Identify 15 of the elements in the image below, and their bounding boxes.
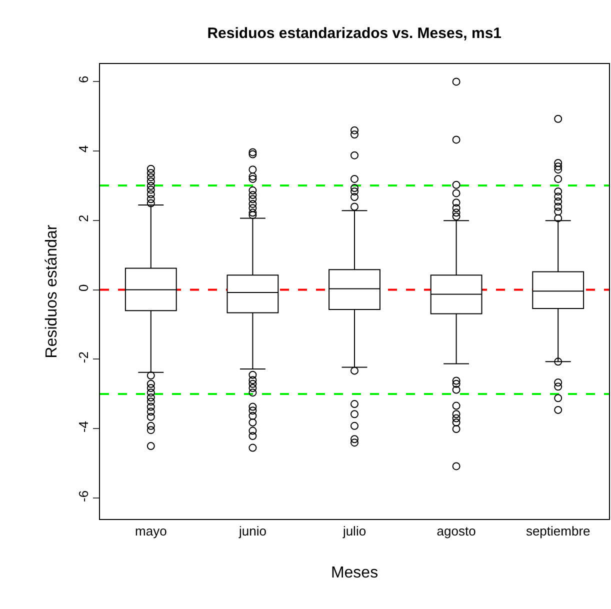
y-tick-label: -4	[76, 420, 91, 433]
y-tick-label: 4	[76, 145, 91, 152]
chart-title: Residuos estandarizados vs. Meses, ms1	[207, 24, 502, 42]
x-tick-label: julio	[342, 524, 366, 539]
y-tick-label: -6	[76, 490, 91, 502]
y-tick-label: -2	[76, 352, 91, 364]
y-tick-label: 2	[76, 214, 91, 222]
y-tick-label: 6	[76, 76, 91, 84]
y-tick-label: 0	[76, 284, 91, 292]
x-tick-label: junio	[238, 524, 266, 539]
x-tick-label: mayo	[135, 524, 167, 539]
x-tick-label: septiembre	[526, 524, 590, 539]
x-axis-title: Meses	[330, 564, 378, 582]
y-axis-title: Residuos estándar	[44, 224, 61, 358]
x-tick-label: agosto	[436, 524, 476, 539]
